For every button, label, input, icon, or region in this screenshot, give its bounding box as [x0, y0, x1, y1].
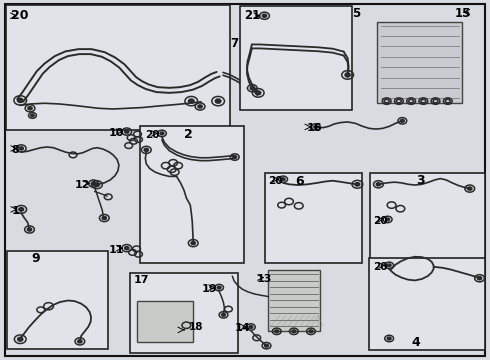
FancyBboxPatch shape [6, 251, 108, 348]
Text: 12: 12 [75, 180, 91, 190]
Text: 4: 4 [412, 336, 420, 349]
Circle shape [19, 208, 24, 211]
Text: 14: 14 [234, 323, 250, 333]
FancyBboxPatch shape [369, 173, 485, 263]
Text: 1: 1 [11, 206, 19, 216]
Circle shape [95, 183, 99, 186]
Circle shape [160, 132, 164, 135]
Circle shape [281, 178, 285, 181]
FancyBboxPatch shape [377, 22, 463, 103]
FancyBboxPatch shape [368, 258, 485, 350]
Text: 20: 20 [373, 262, 388, 272]
Text: 11: 11 [108, 244, 123, 255]
FancyBboxPatch shape [5, 5, 230, 130]
Text: 17: 17 [134, 275, 149, 285]
Text: 21: 21 [244, 9, 260, 22]
Circle shape [102, 216, 106, 220]
FancyBboxPatch shape [269, 270, 320, 330]
FancyBboxPatch shape [130, 273, 238, 353]
Text: 5: 5 [352, 7, 361, 20]
Circle shape [198, 105, 202, 108]
FancyBboxPatch shape [240, 6, 351, 110]
Text: 2: 2 [184, 129, 193, 141]
Circle shape [19, 147, 24, 150]
Circle shape [265, 344, 269, 347]
Circle shape [387, 337, 391, 340]
Circle shape [124, 247, 129, 250]
Text: 6: 6 [295, 175, 304, 188]
Text: 8: 8 [11, 145, 19, 155]
Circle shape [292, 330, 296, 333]
Circle shape [477, 276, 482, 280]
Text: 20: 20 [145, 130, 159, 140]
Text: 20: 20 [373, 216, 388, 226]
Circle shape [249, 325, 253, 328]
Circle shape [314, 126, 318, 129]
Text: 3: 3 [416, 174, 425, 187]
Circle shape [345, 73, 350, 77]
Text: 7: 7 [230, 37, 239, 50]
Text: 15: 15 [455, 7, 471, 20]
Circle shape [309, 330, 313, 333]
Circle shape [77, 340, 82, 343]
Circle shape [188, 99, 194, 103]
Text: 16: 16 [307, 123, 322, 133]
Circle shape [217, 286, 221, 289]
Circle shape [27, 228, 32, 231]
Circle shape [387, 264, 391, 267]
Circle shape [215, 99, 221, 103]
Circle shape [400, 120, 404, 122]
Circle shape [386, 218, 390, 221]
Text: 10: 10 [108, 128, 123, 138]
Circle shape [17, 98, 23, 103]
Circle shape [31, 114, 34, 117]
Circle shape [191, 242, 196, 245]
Circle shape [275, 330, 279, 333]
Text: 13: 13 [257, 274, 272, 284]
Circle shape [91, 182, 96, 185]
FancyBboxPatch shape [265, 173, 362, 263]
Circle shape [355, 183, 360, 186]
Circle shape [221, 314, 225, 316]
Text: 20: 20 [269, 176, 283, 186]
Circle shape [250, 87, 254, 90]
Text: 18: 18 [189, 321, 204, 332]
Circle shape [144, 148, 148, 152]
Circle shape [18, 337, 23, 341]
Circle shape [28, 107, 32, 110]
Circle shape [256, 91, 261, 95]
Text: 19: 19 [202, 284, 218, 294]
Circle shape [467, 187, 472, 190]
Circle shape [124, 130, 129, 133]
Text: 20: 20 [11, 9, 29, 22]
Circle shape [233, 156, 237, 158]
Circle shape [376, 183, 381, 186]
Circle shape [262, 14, 267, 17]
FancyBboxPatch shape [140, 126, 244, 263]
Text: 9: 9 [31, 252, 40, 265]
FancyBboxPatch shape [137, 301, 193, 342]
